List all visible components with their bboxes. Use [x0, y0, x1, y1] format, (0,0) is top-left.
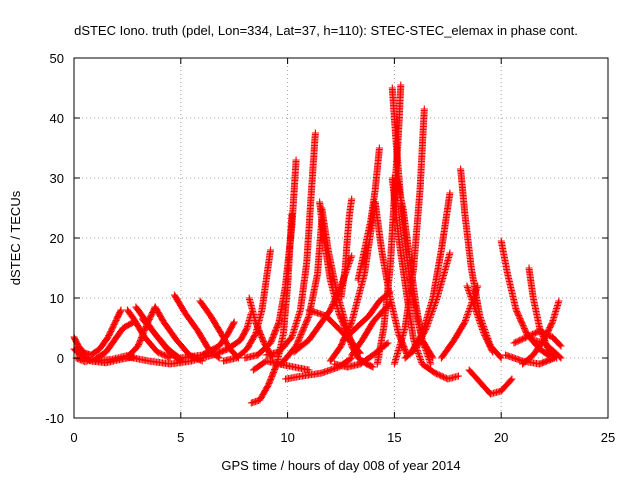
y-tick-label: 40: [50, 111, 64, 126]
data-arc: [337, 195, 356, 302]
y-tick-label: 10: [50, 291, 64, 306]
y-tick-label: 20: [50, 231, 64, 246]
data-point-markers: [337, 195, 356, 302]
data-arc: [123, 306, 174, 362]
data-point-markers: [418, 360, 462, 383]
data-arc: [241, 156, 300, 362]
data-arc: [209, 309, 255, 359]
chart-title: dSTEC Iono. truth (pdel, Lon=334, Lat=37…: [74, 23, 578, 38]
data-arc: [262, 129, 319, 359]
data-arc: [529, 336, 565, 362]
y-axis-label: dSTEC / TECUs: [8, 190, 23, 285]
x-axis-label: GPS time / hours of day 008 of year 2014: [221, 458, 460, 473]
data-point-markers: [497, 237, 556, 362]
data-arc: [408, 189, 454, 356]
data-point-markers: [437, 282, 482, 362]
data-arc: [354, 144, 383, 284]
data-arc: [138, 315, 185, 363]
data-arc: [390, 105, 428, 368]
data-point-markers: [510, 327, 565, 350]
data-point-markers: [209, 309, 255, 359]
data-point-markers: [123, 306, 174, 362]
x-tick-label: 20: [494, 430, 508, 445]
x-tick-label: 25: [601, 430, 615, 445]
data-arc: [497, 237, 556, 362]
data-arc: [465, 366, 516, 398]
x-tick-label: 0: [70, 430, 77, 445]
data-point-markers: [390, 105, 428, 368]
data-point-markers: [138, 315, 185, 363]
y-tick-label: 50: [50, 51, 64, 66]
data-point-markers: [241, 156, 300, 362]
data-point-markers: [262, 129, 319, 359]
y-tick-label: 30: [50, 171, 64, 186]
data-point-markers: [529, 336, 565, 362]
data-point-markers: [177, 318, 238, 362]
y-tick-label: -10: [45, 411, 64, 426]
y-tick-label: 0: [57, 351, 64, 366]
x-tick-label: 10: [280, 430, 294, 445]
data-arc: [177, 318, 238, 362]
data-arc: [437, 282, 482, 362]
data-arc: [510, 327, 565, 350]
axis-ticks: 0 5 10 15 20 25 -10 0 10 20 30 40 50: [45, 51, 615, 445]
data-point-markers: [408, 189, 454, 356]
data-point-markers: [354, 144, 383, 284]
data-arc: [463, 282, 497, 356]
x-tick-label: 5: [177, 430, 184, 445]
data-arc: [418, 360, 462, 383]
x-tick-label: 15: [387, 430, 401, 445]
data-point-markers: [465, 366, 516, 398]
data-point-markers: [463, 282, 497, 356]
data-points: [70, 81, 565, 407]
